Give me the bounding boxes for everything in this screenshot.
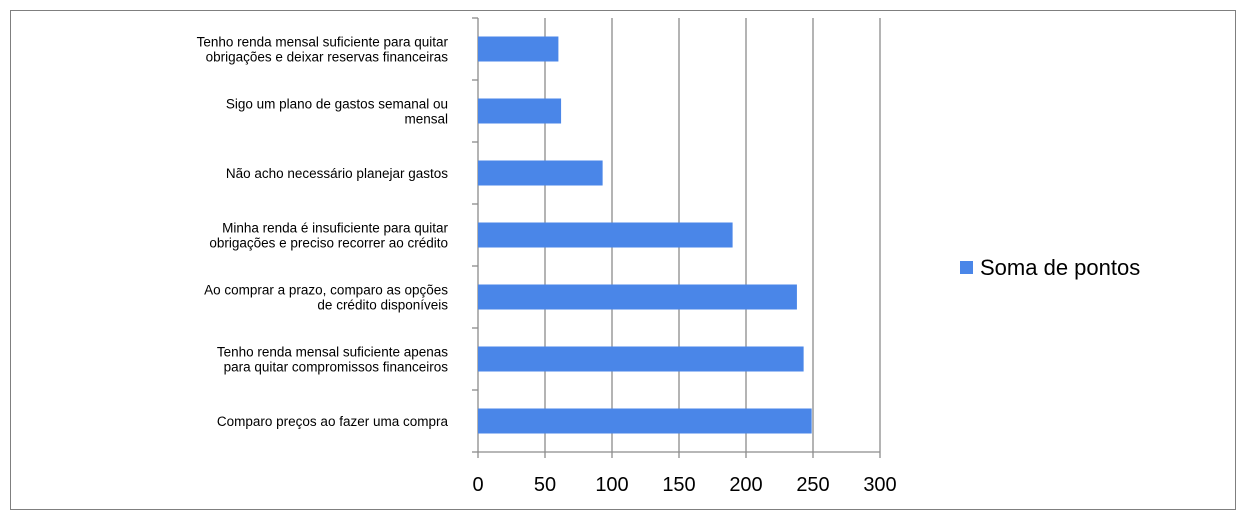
category-label: Comparo preços ao fazer uma compra [217,414,449,429]
category-label: Não acho necessário planejar gastos [226,166,448,181]
category-label: Tenho renda mensal suficiente para quita… [197,35,449,65]
bar [478,98,562,124]
x-tick-label: 150 [662,474,695,496]
category-label: Sigo um plano de gastos semanal ou mensal [226,97,448,127]
bar [478,160,603,186]
bar [478,36,559,62]
category-label: Minha renda é insuficiente para quitar ob… [209,221,448,251]
category-label: Tenho renda mensal suficiente apenas para… [217,345,448,375]
legend-label: Soma de pontos [980,255,1140,280]
bar [478,284,797,310]
x-tick-label: 0 [472,474,483,496]
x-tick-label: 250 [796,474,829,496]
bar [478,408,812,434]
bar [478,222,733,248]
x-tick-label: 200 [729,474,762,496]
category-label: Ao comprar a prazo, comparo as opções de … [204,283,448,313]
x-tick-label: 50 [534,474,556,496]
bar [478,346,804,372]
x-tick-label: 100 [595,474,628,496]
legend-swatch [960,261,973,274]
x-tick-label: 300 [863,474,896,496]
